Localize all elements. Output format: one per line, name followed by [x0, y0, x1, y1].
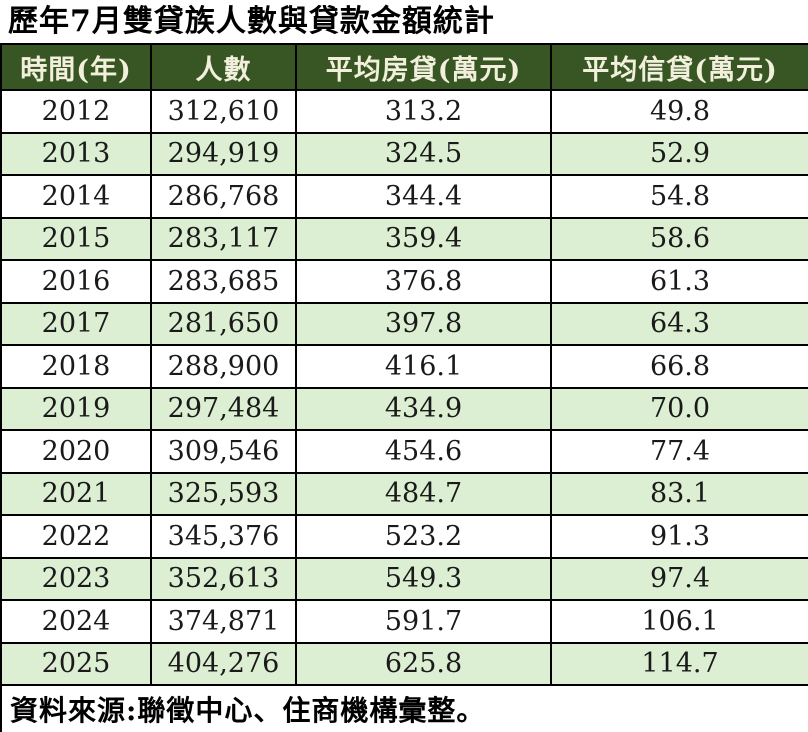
table-body: 2012 312,610 313.2 49.8 2013 294,919 324.5 52.9…	[0, 89, 808, 686]
table-cell: 416.1	[295, 344, 552, 389]
table-cell: 359.4	[295, 216, 552, 261]
table-cell: 2013	[0, 131, 152, 176]
table-cell: 114.7	[550, 641, 808, 686]
table-row: 2024 374,871 591.7 106.1	[0, 599, 808, 644]
table-row: 2016 283,685 376.8 61.3	[0, 259, 808, 304]
table-row: 2019 297,484 434.9 70.0	[0, 386, 808, 431]
table-cell: 2024	[0, 599, 152, 644]
table-cell: 2019	[0, 386, 152, 431]
header-cell-0: 時間(年)	[0, 43, 152, 91]
dual-loan-stats-table: 時間(年) 人數 平均房貸(萬元) 平均信貸(萬元) 2012 312,610 313.2…	[0, 43, 808, 732]
table-cell: 70.0	[550, 386, 808, 431]
table-cell: 325,593	[150, 471, 297, 516]
table-cell: 2020	[0, 429, 152, 474]
table-row: 2025 404,276 625.8 114.7	[0, 641, 808, 686]
table-cell: 2014	[0, 174, 152, 219]
footer-row: 資料來源:聯徵中心、住商機構彙整。	[0, 684, 808, 732]
table-cell: 549.3	[295, 556, 552, 601]
table-cell: 283,685	[150, 259, 297, 304]
table-cell: 288,900	[150, 344, 297, 389]
table-row: 2018 288,900 416.1 66.8	[0, 344, 808, 389]
table-cell: 91.3	[550, 514, 808, 559]
table-row: 2012 312,610 313.2 49.8	[0, 89, 808, 134]
table-cell: 52.9	[550, 131, 808, 176]
page-title: 歷年7月雙貸族人數與貸款金額統計	[8, 3, 495, 39]
table-cell: 434.9	[295, 386, 552, 431]
table-cell: 591.7	[295, 599, 552, 644]
table-cell: 625.8	[295, 641, 552, 686]
table-cell: 374,871	[150, 599, 297, 644]
table-cell: 2015	[0, 216, 152, 261]
table-cell: 97.4	[550, 556, 808, 601]
table-cell: 49.8	[550, 89, 808, 134]
table-cell: 2022	[0, 514, 152, 559]
table-cell: 2023	[0, 556, 152, 601]
table-cell: 61.3	[550, 259, 808, 304]
table-cell: 83.1	[550, 471, 808, 516]
table-row: 2013 294,919 324.5 52.9	[0, 131, 808, 176]
header-row: 時間(年) 人數 平均房貸(萬元) 平均信貸(萬元)	[0, 43, 808, 91]
table-row: 2017 281,650 397.8 64.3	[0, 301, 808, 346]
table-cell: 2025	[0, 641, 152, 686]
table-cell: 283,117	[150, 216, 297, 261]
table-cell: 297,484	[150, 386, 297, 431]
table-header: 時間(年) 人數 平均房貸(萬元) 平均信貸(萬元)	[0, 43, 808, 91]
table-cell: 397.8	[295, 301, 552, 346]
table-cell: 2016	[0, 259, 152, 304]
table-row: 2020 309,546 454.6 77.4	[0, 429, 808, 474]
table-cell: 484.7	[295, 471, 552, 516]
table-cell: 58.6	[550, 216, 808, 261]
table-row: 2022 345,376 523.2 91.3	[0, 514, 808, 559]
header-cell-2: 平均房貸(萬元)	[295, 43, 552, 91]
table-footer: 資料來源:聯徵中心、住商機構彙整。	[0, 684, 808, 732]
title-bar: 歷年7月雙貸族人數與貸款金額統計	[0, 0, 808, 43]
table-cell: 309,546	[150, 429, 297, 474]
table-cell: 313.2	[295, 89, 552, 134]
table-row: 2023 352,613 549.3 97.4	[0, 556, 808, 601]
table-cell: 454.6	[295, 429, 552, 474]
table-cell: 286,768	[150, 174, 297, 219]
table-row: 2021 325,593 484.7 83.1	[0, 471, 808, 516]
table-cell: 66.8	[550, 344, 808, 389]
table-cell: 345,376	[150, 514, 297, 559]
table-cell: 2021	[0, 471, 152, 516]
table-cell: 376.8	[295, 259, 552, 304]
table-cell: 64.3	[550, 301, 808, 346]
table-cell: 2012	[0, 89, 152, 134]
table-cell: 523.2	[295, 514, 552, 559]
table-cell: 106.1	[550, 599, 808, 644]
source-note: 資料來源:聯徵中心、住商機構彙整。	[0, 684, 808, 732]
table-cell: 2017	[0, 301, 152, 346]
header-cell-1: 人數	[150, 43, 297, 91]
table-cell: 312,610	[150, 89, 297, 134]
table-row: 2014 286,768 344.4 54.8	[0, 174, 808, 219]
table-cell: 2018	[0, 344, 152, 389]
table-cell: 324.5	[295, 131, 552, 176]
table-cell: 352,613	[150, 556, 297, 601]
table-cell: 77.4	[550, 429, 808, 474]
table-row: 2015 283,117 359.4 58.6	[0, 216, 808, 261]
table-cell: 344.4	[295, 174, 552, 219]
table-cell: 54.8	[550, 174, 808, 219]
table-cell: 281,650	[150, 301, 297, 346]
table-cell: 404,276	[150, 641, 297, 686]
table-cell: 294,919	[150, 131, 297, 176]
header-cell-3: 平均信貸(萬元)	[550, 43, 808, 91]
